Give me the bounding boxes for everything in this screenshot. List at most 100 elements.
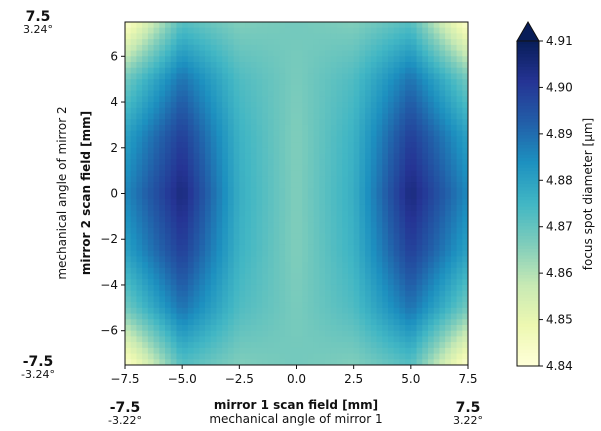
heatmap-cell [262, 216, 269, 223]
heatmap-cell [382, 113, 389, 120]
heatmap-cell [170, 187, 178, 195]
heatmap-cell [336, 119, 343, 126]
colorbar-segment [517, 291, 539, 296]
heatmap-cell [245, 84, 252, 92]
heatmap-cell [279, 342, 286, 349]
colorbar-segment [517, 54, 539, 58]
heatmap-cell [410, 39, 418, 46]
heatmap-cell [222, 222, 229, 229]
heatmap-cell [170, 44, 178, 52]
heatmap-cell [433, 319, 441, 326]
heatmap-cell [353, 119, 360, 126]
heatmap-cell [450, 130, 458, 137]
heatmap-cell [136, 39, 143, 46]
heatmap-cell [330, 359, 338, 365]
heatmap-cell [233, 119, 240, 126]
heatmap-cell [422, 324, 429, 332]
heatmap-cell [193, 336, 200, 343]
heatmap-cell [199, 216, 206, 223]
heatmap-cell [353, 176, 360, 183]
heatmap-cell [359, 164, 366, 172]
heatmap-cell [359, 284, 366, 292]
heatmap-cell [290, 319, 298, 326]
heatmap-cell [216, 324, 223, 332]
heatmap-cell [462, 113, 468, 120]
heatmap-cell [393, 313, 400, 320]
heatmap-cell [445, 56, 452, 63]
heatmap-cell [193, 79, 200, 86]
heatmap-cell [199, 124, 206, 132]
heatmap-cell [307, 239, 315, 246]
heatmap-cell [450, 193, 458, 200]
heatmap-cell [193, 256, 200, 263]
heatmap-cell [245, 216, 252, 223]
heatmap-cell [125, 130, 132, 137]
heatmap-cell [410, 113, 418, 120]
heatmap-cell [187, 159, 195, 166]
heatmap-cell [347, 210, 355, 217]
heatmap-cell [416, 284, 423, 292]
heatmap-cell [290, 159, 298, 166]
heatmap-cell [376, 170, 383, 177]
heatmap-cell [273, 39, 280, 46]
heatmap-cell [170, 84, 178, 92]
heatmap-cell [153, 313, 160, 320]
heatmap-cell [370, 319, 378, 326]
heatmap-cell [176, 56, 183, 63]
heatmap-cell [262, 44, 269, 52]
heatmap-cell [450, 62, 458, 69]
heatmap-cell [382, 142, 389, 149]
heatmap-cell [227, 267, 235, 275]
heatmap-cell [365, 284, 372, 292]
heatmap-cell [450, 239, 458, 246]
heatmap-cell [147, 90, 155, 97]
heatmap-cell [405, 296, 412, 303]
heatmap-cell [387, 290, 395, 297]
heatmap-cell [313, 22, 320, 29]
heatmap-cell [445, 84, 452, 92]
heatmap-cell [410, 307, 418, 315]
heatmap-cell [239, 182, 246, 189]
heatmap-cell [399, 102, 406, 109]
heatmap-cell [267, 27, 275, 35]
heatmap-cell [267, 233, 275, 240]
heatmap-cell [262, 113, 269, 120]
heatmap-cell [273, 267, 280, 275]
heatmap-cell [187, 33, 195, 40]
heatmap-cell [422, 187, 429, 195]
heatmap-cell [462, 307, 468, 315]
heatmap-cell [365, 73, 372, 80]
heatmap-cell [387, 176, 395, 183]
heatmap-cell [233, 216, 240, 223]
heatmap-cell [245, 250, 252, 257]
heatmap-cell [210, 84, 218, 92]
heatmap-cell [153, 164, 160, 172]
heatmap-cell [290, 176, 298, 183]
heatmap-cell [256, 50, 263, 57]
heatmap-cell [199, 113, 206, 120]
heatmap-cell [222, 79, 229, 86]
heatmap-cell [313, 153, 320, 160]
heatmap-cell [165, 170, 172, 177]
heatmap-cell [330, 262, 338, 269]
heatmap-cell [330, 159, 338, 166]
heatmap-cell [153, 142, 160, 149]
heatmap-cell [433, 210, 441, 217]
heatmap-cell [313, 164, 320, 172]
heatmap-cell [336, 239, 343, 246]
heatmap-cell [285, 193, 292, 200]
heatmap-cell [325, 347, 332, 355]
heatmap-cell [330, 113, 338, 120]
heatmap-cell [456, 96, 463, 103]
heatmap-cell [427, 113, 435, 120]
heatmap-cell [267, 250, 275, 257]
heatmap-cell [290, 216, 298, 223]
colorbar-segment [517, 236, 539, 240]
heatmap-cell [262, 267, 269, 275]
heatmap-cell [433, 113, 441, 120]
heatmap-cell [313, 39, 320, 46]
heatmap-cell [387, 136, 395, 143]
heatmap-cell [439, 273, 446, 280]
heatmap-cell [330, 313, 338, 320]
heatmap-cell [319, 193, 326, 200]
